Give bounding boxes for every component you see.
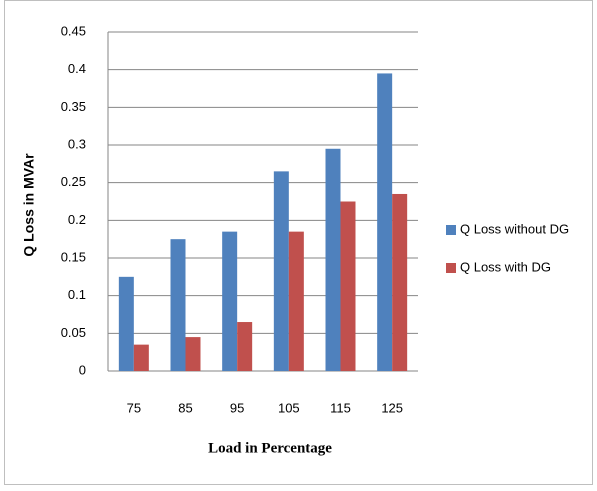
x-tick-label: 95	[230, 400, 244, 415]
y-tick-label: 0.35	[61, 99, 86, 114]
y-tick-label: 0.4	[68, 61, 86, 76]
y-tick-label: 0.3	[68, 136, 86, 151]
y-tick-label: 0.25	[61, 174, 86, 189]
bar	[170, 239, 186, 371]
bar	[133, 344, 149, 371]
bar	[340, 201, 356, 371]
x-tick-label: 125	[381, 400, 403, 415]
x-tick-label: 85	[178, 400, 192, 415]
y-axis-title: Q Loss in MVAr	[21, 153, 37, 257]
legend-swatch	[446, 263, 456, 273]
bar	[377, 73, 393, 371]
x-axis-title: Load in Percentage	[208, 440, 332, 456]
y-tick-label: 0.45	[61, 23, 86, 38]
bar	[222, 231, 238, 371]
bar	[118, 276, 134, 371]
bar	[185, 337, 201, 371]
y-tick-label: 0.1	[68, 287, 86, 302]
bar	[325, 148, 341, 371]
legend-label: Q Loss without DG	[460, 221, 569, 236]
x-tick-label: 105	[278, 400, 300, 415]
y-tick-label: 0.2	[68, 212, 86, 227]
bar	[392, 193, 408, 371]
y-tick-label: 0.15	[61, 249, 86, 264]
bar	[273, 171, 289, 371]
x-tick-label: 115	[330, 400, 351, 415]
legend-label: Q Loss with DG	[460, 259, 551, 274]
y-tick-label: 0.05	[61, 325, 86, 340]
legend-swatch	[446, 225, 456, 235]
x-tick-label: 75	[127, 400, 141, 415]
bar	[288, 231, 304, 371]
chart-border	[4, 0, 593, 485]
y-tick-label: 0	[79, 362, 86, 377]
bar	[237, 322, 253, 371]
